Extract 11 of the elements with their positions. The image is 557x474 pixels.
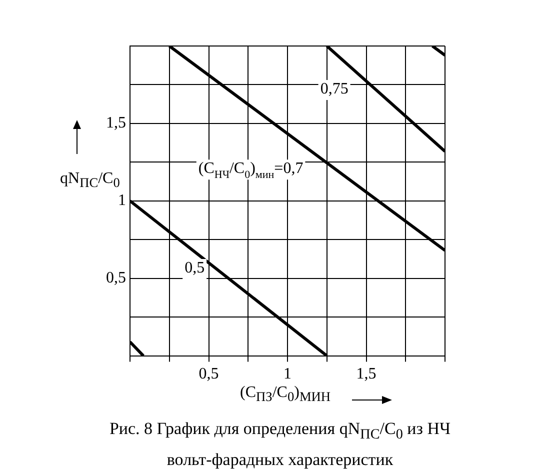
y-tick-label: 1 xyxy=(118,192,126,210)
text: Рис. 8 График для определения qN$_{ПС}$/C$_{0}$ из НЧ вольт-фарадных характеристик xyxy=(108,418,452,472)
x-axis-title: (C$_{ПЗ}$/C$_{0}$)$_{МИН}$ xyxy=(240,384,331,406)
y-tick-label: 1,5 xyxy=(106,114,126,132)
series-label: 0,75 xyxy=(320,80,348,98)
x-tick-label: 1 xyxy=(284,366,292,383)
series-label: 0,5 xyxy=(184,260,205,277)
y-tick-label: 0,5 xyxy=(106,270,126,287)
x-tick-label: 1,5 xyxy=(356,366,376,383)
x-tick-label: 0,5 xyxy=(198,366,219,383)
y-axis-title: qN$_{ПС}$/C$_{0}$ xyxy=(60,170,120,192)
